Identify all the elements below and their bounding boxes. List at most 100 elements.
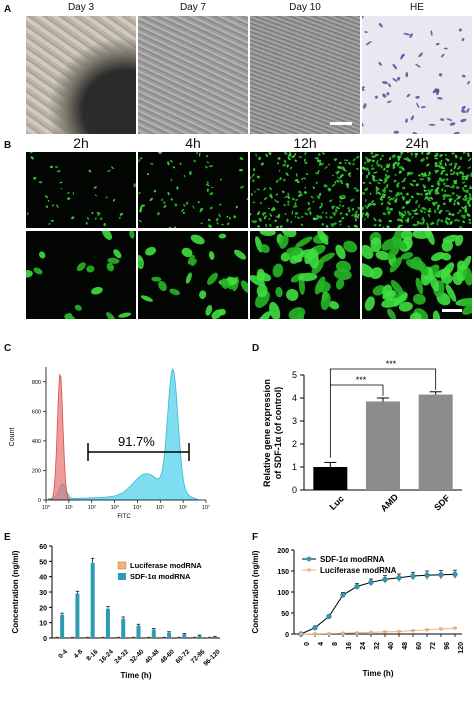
- fluorescent-cell: [271, 208, 274, 211]
- fluorescent-cell: [426, 163, 430, 167]
- fluorescence-24h-high: [362, 231, 472, 319]
- bar-sdf1a: [90, 562, 95, 638]
- fluorescent-cell: [453, 202, 456, 206]
- fluorescent-cell: [185, 272, 192, 284]
- fluorescent-cell: [401, 206, 405, 209]
- fluorescent-cell: [279, 177, 282, 180]
- fluorescent-cell: [456, 196, 461, 200]
- fluorescent-cell: [445, 173, 449, 176]
- fluorescent-cell: [365, 174, 369, 179]
- stained-cell: [415, 63, 421, 68]
- fluorescent-cell: [362, 171, 363, 175]
- fluorescent-cell: [163, 204, 167, 208]
- fluorescent-cell: [307, 201, 310, 206]
- fluorescent-cell: [410, 171, 414, 175]
- fluorescent-cell: [140, 295, 153, 302]
- stained-cell: [432, 88, 438, 94]
- stained-cell: [378, 61, 382, 66]
- micrograph-day3: [26, 16, 136, 134]
- fluorescent-cell: [275, 286, 283, 298]
- fluorescent-cell: [379, 197, 383, 201]
- fluorescent-cell: [149, 197, 153, 202]
- fluorescent-cell: [56, 204, 59, 208]
- fluorescent-cell: [440, 262, 455, 279]
- fluorescent-cell: [453, 218, 458, 222]
- fluorescent-cell: [377, 182, 381, 184]
- fluorescent-cell: [205, 154, 209, 158]
- fluorescent-cell: [111, 166, 114, 170]
- point-sdf1a: [424, 572, 430, 578]
- y-tick-label: 50: [281, 611, 289, 618]
- fluorescent-cell: [221, 223, 224, 226]
- fluorescent-cell: [39, 251, 46, 259]
- fluorescent-cell: [423, 211, 426, 214]
- stained-cell: [466, 108, 470, 113]
- fluorescent-cell: [316, 195, 321, 200]
- fluorescent-cell: [440, 171, 444, 175]
- fluorescent-cell: [396, 163, 399, 167]
- stained-cell: [362, 16, 364, 19]
- fluorescent-cell: [436, 221, 439, 226]
- x-tick-label: 4-8: [73, 648, 85, 660]
- fluorescent-cell: [416, 192, 421, 196]
- fluorescent-cell: [276, 162, 280, 165]
- fluorescent-cell: [287, 203, 290, 206]
- fluorescent-cell: [382, 226, 385, 228]
- fluorescent-cell: [298, 190, 302, 194]
- fluorescent-cell: [318, 153, 321, 156]
- fluorescent-cell: [246, 197, 248, 201]
- fluorescent-cell: [430, 196, 434, 200]
- fluorescent-cell: [370, 167, 375, 170]
- panel-b-title-24h: 24h: [405, 135, 429, 151]
- fluorescent-cell: [288, 307, 306, 319]
- fluorescent-cell: [277, 213, 280, 218]
- fluorescent-cell: [320, 202, 323, 207]
- stained-cell: [388, 83, 392, 88]
- fluorescent-cell: [423, 189, 428, 192]
- fluorescent-cell: [55, 166, 58, 169]
- bar-sdf1a: [197, 635, 202, 638]
- fluorescent-cell: [211, 186, 214, 189]
- fluorescent-cell: [335, 208, 338, 213]
- fluorescent-cell: [365, 157, 370, 161]
- fluorescent-cell: [352, 162, 355, 166]
- fluorescent-cell: [366, 167, 369, 171]
- fluorescent-cell: [467, 166, 471, 169]
- fluorescent-cell: [351, 214, 355, 217]
- fluorescent-cell: [274, 199, 278, 203]
- point-luciferase: [341, 631, 345, 635]
- fluorescent-cell: [386, 206, 390, 211]
- fluorescent-cell: [298, 156, 302, 158]
- fluorescent-cell: [383, 167, 386, 171]
- fluorescent-cell: [465, 196, 468, 201]
- fluorescent-cell: [285, 172, 289, 176]
- fluorescent-cell: [335, 278, 345, 290]
- fluorescent-cell: [74, 304, 82, 311]
- fluorescent-cell: [456, 201, 460, 206]
- fluorescent-cell: [158, 280, 167, 292]
- y-tick-label: 800: [32, 380, 41, 386]
- fluorescent-cell: [240, 185, 244, 189]
- fluorescent-cell: [415, 277, 424, 295]
- fluorescent-cell: [376, 162, 379, 165]
- fluorescent-cell: [341, 217, 345, 220]
- fluorescent-cell: [257, 272, 272, 282]
- x-tick-label: 10⁷: [202, 504, 210, 511]
- fluorescent-cell: [454, 162, 458, 167]
- fluorescent-cell: [304, 152, 307, 156]
- fluorescent-cell: [466, 190, 469, 194]
- fluorescent-cell: [366, 214, 369, 219]
- x-tick-label: 10²: [88, 505, 96, 511]
- fluorescent-cell: [459, 297, 472, 307]
- fluorescent-cell: [298, 194, 301, 198]
- fluorescent-cell: [250, 275, 266, 287]
- fluorescent-cell: [301, 177, 304, 181]
- fluorescent-cell: [263, 216, 266, 220]
- fluorescent-cell: [336, 206, 340, 210]
- y-tick-label: 0: [38, 498, 41, 504]
- fluorescent-cell: [386, 183, 389, 188]
- fluorescent-cell: [344, 161, 347, 165]
- fluorescent-cell: [277, 200, 279, 204]
- fluorescent-cell: [448, 212, 452, 216]
- fluorescent-cell: [420, 172, 424, 176]
